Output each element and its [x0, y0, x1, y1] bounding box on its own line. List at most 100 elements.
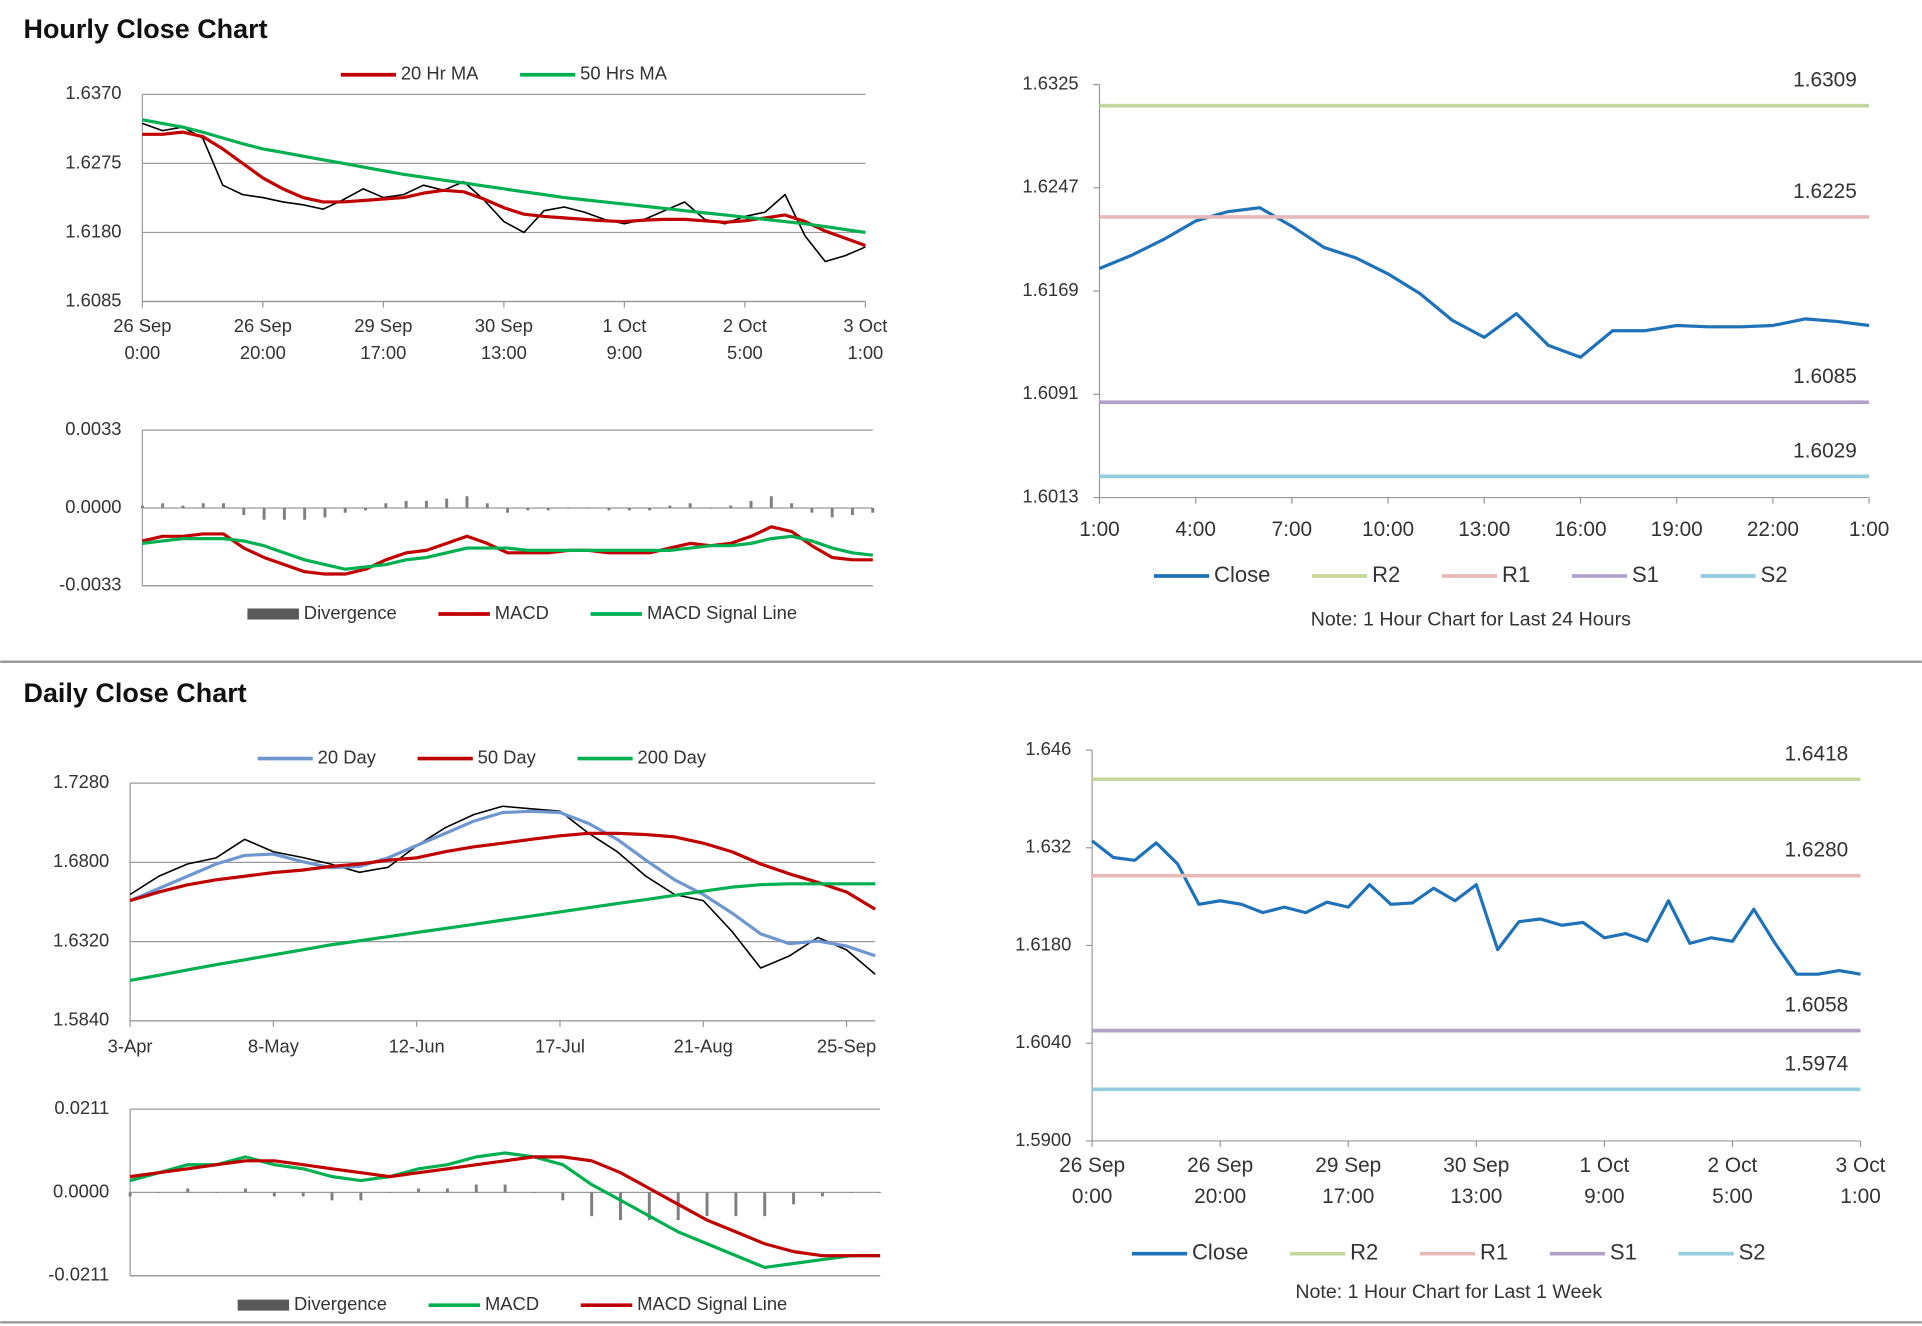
chart-note: Note: 1 Hour Chart for Last 24 Hours	[1311, 608, 1631, 630]
legend-label: 50 Day	[478, 746, 537, 767]
y-tick-label: 1.6800	[53, 850, 109, 871]
x-tick-label: 20:00	[240, 342, 286, 363]
divergence-bar	[388, 1192, 392, 1194]
y-tick-label: 1.6325	[1022, 72, 1078, 93]
divergence-bar	[262, 507, 266, 520]
divergence-bar	[792, 1192, 796, 1205]
divergence-bar	[871, 507, 875, 513]
y-tick-label: 1.7280	[53, 771, 109, 792]
divergence-bar	[676, 1192, 680, 1221]
x-tick-label: 1:00	[1079, 518, 1120, 541]
divergence-bar	[627, 507, 631, 511]
legend-label: MACD Signal Line	[637, 1293, 787, 1314]
y-tick-label: 1.6275	[65, 151, 121, 172]
x-tick-label: 4:00	[1175, 518, 1216, 541]
divergence-bar	[272, 1192, 276, 1197]
legend-label: 20 Day	[318, 746, 377, 767]
divergence-bar	[359, 1192, 363, 1201]
x-tick-label: 7:00	[1272, 518, 1313, 541]
y-tick-label: 0.0000	[53, 1180, 109, 1201]
y-tick-label: -0.0211	[48, 1264, 109, 1285]
legend-label: MACD Signal Line	[647, 602, 797, 623]
level-label: 1.6029	[1793, 439, 1857, 462]
x-tick-label: 21-Aug	[674, 1036, 733, 1057]
divergence-bar	[215, 1192, 219, 1194]
divergence-bar	[688, 503, 692, 508]
divergence-bar	[301, 1192, 305, 1197]
y-tick-label: 1.5840	[53, 1009, 109, 1030]
series-line	[129, 882, 876, 982]
x-tick-label: 17-Jul	[535, 1036, 585, 1057]
y-tick-label: 1.6370	[65, 82, 121, 103]
x-tick-label: 26 Sep	[1059, 1154, 1125, 1177]
level-label: 1.6418	[1785, 742, 1849, 765]
y-tick-label: 1.6040	[1015, 1031, 1071, 1052]
legend-label: S2	[1761, 562, 1788, 587]
legend-label: 20 Hr MA	[401, 63, 479, 84]
x-tick-label: 17:00	[1322, 1185, 1374, 1208]
x-tick-label: 30 Sep	[475, 315, 533, 336]
divergence-bar	[282, 507, 286, 520]
legend-label: S1	[1610, 1240, 1637, 1265]
divergence-bar	[705, 1192, 709, 1217]
y-tick-label: 1.6320	[53, 929, 109, 950]
legend-label: 200 Day	[638, 746, 707, 767]
x-tick-label: 2 Oct	[1708, 1154, 1758, 1177]
divergence-bar	[181, 505, 185, 508]
y-tick-label: 1.6180	[65, 220, 121, 241]
x-tick-label: 10:00	[1362, 518, 1414, 541]
divergence-bar	[790, 503, 794, 508]
divergence-bar	[424, 500, 428, 508]
divergence-bar	[566, 507, 570, 509]
legend-label: S2	[1739, 1240, 1766, 1265]
x-tick-label: 0:00	[124, 342, 160, 363]
divergence-bar	[244, 1188, 247, 1193]
divergence-bar	[343, 507, 347, 513]
divergence-bar	[445, 498, 449, 508]
legend-label: R2	[1372, 562, 1400, 587]
x-tick-label: 3 Oct	[843, 315, 887, 336]
legend-label: Divergence	[304, 602, 397, 623]
series-line	[129, 809, 876, 958]
divergence-bar	[323, 507, 327, 518]
level-label: 1.6309	[1793, 69, 1857, 92]
y-tick-label: 1.632	[1025, 836, 1071, 857]
y-tick-label: 1.5900	[1015, 1129, 1071, 1150]
divergence-bar	[186, 1188, 190, 1193]
divergence-bar	[445, 1188, 449, 1193]
legend-label: MACD	[485, 1293, 539, 1314]
divergence-bar	[485, 503, 489, 508]
x-tick-label: 2 Oct	[723, 315, 767, 336]
divergence-bar	[140, 505, 144, 508]
divergence-bar	[201, 503, 205, 508]
x-tick-label: 19:00	[1651, 518, 1703, 541]
x-tick-label: 26 Sep	[1187, 1154, 1253, 1177]
price-line	[142, 122, 866, 263]
divergence-bar	[769, 496, 773, 508]
divergence-bar	[161, 503, 165, 508]
y-tick-label: 1.646	[1025, 738, 1071, 759]
divergence-bar	[749, 500, 753, 508]
y-tick-label: 0.0000	[65, 496, 121, 517]
x-tick-label: 1:00	[1840, 1185, 1881, 1208]
divergence-bar	[503, 1184, 507, 1193]
y-tick-label: 1.6169	[1022, 279, 1078, 300]
x-tick-label: 1:00	[848, 342, 884, 363]
divergence-bar	[384, 503, 388, 508]
x-tick-label: 3-Apr	[108, 1036, 153, 1057]
divergence-bar	[532, 1192, 536, 1194]
y-tick-label: 0.0033	[65, 418, 121, 439]
y-tick-label: 1.6091	[1022, 382, 1078, 403]
x-tick-label: 25-Sep	[817, 1036, 876, 1057]
chart-note: Note: 1 Hour Chart for Last 1 Week	[1295, 1281, 1602, 1303]
legend-label: R2	[1350, 1240, 1378, 1265]
x-tick-label: 30 Sep	[1443, 1154, 1509, 1177]
x-tick-label: 13:00	[481, 342, 527, 363]
x-tick-label: 16:00	[1554, 518, 1606, 541]
divergence-bar	[830, 507, 834, 518]
x-tick-label: 22:00	[1747, 518, 1799, 541]
divergence-bar	[417, 1188, 421, 1193]
series-line	[129, 1151, 881, 1270]
